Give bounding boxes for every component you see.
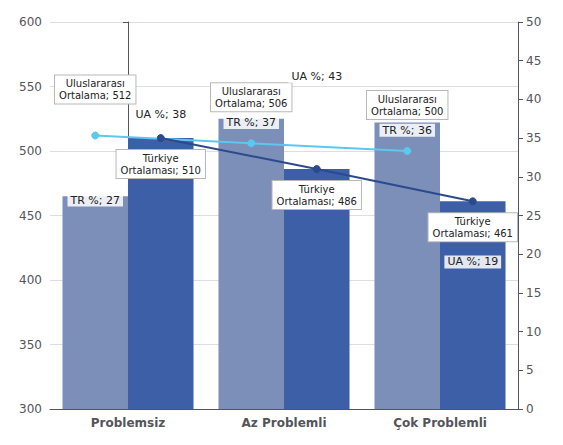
svg-text:25: 25 [526, 209, 541, 223]
svg-text:TR %; 27: TR %; 27 [69, 194, 120, 207]
svg-text:300: 300 [19, 402, 42, 416]
svg-text:TR %; 37: TR %; 37 [225, 116, 276, 129]
svg-text:30: 30 [526, 170, 541, 184]
svg-text:40: 40 [526, 92, 541, 106]
svg-text:Ortalaması; 461: Ortalaması; 461 [433, 228, 513, 239]
svg-text:10: 10 [526, 325, 541, 339]
svg-text:Ortalama; 506: Ortalama; 506 [215, 98, 287, 109]
svg-text:0: 0 [526, 402, 534, 416]
svg-text:Ortalama; 512: Ortalama; 512 [59, 90, 131, 101]
svg-text:15: 15 [526, 286, 541, 300]
svg-text:Problemsiz: Problemsiz [91, 416, 166, 430]
svg-text:Uluslararası: Uluslararası [378, 94, 437, 105]
svg-text:Az Problemli: Az Problemli [242, 416, 327, 430]
svg-text:45: 45 [526, 54, 541, 68]
svg-text:5: 5 [526, 363, 534, 377]
svg-text:UA %; 19: UA %; 19 [447, 255, 498, 268]
svg-text:Türkiye: Türkiye [142, 153, 179, 164]
svg-text:Çok Problemli: Çok Problemli [393, 416, 487, 430]
svg-text:500: 500 [19, 144, 42, 158]
svg-text:35: 35 [526, 131, 541, 145]
svg-text:350: 350 [19, 338, 42, 352]
svg-text:UA %; 43: UA %; 43 [291, 70, 342, 83]
svg-text:UA %; 38: UA %; 38 [135, 108, 186, 121]
svg-text:Ortalama; 500: Ortalama; 500 [371, 106, 443, 117]
svg-text:Ortalaması; 486: Ortalaması; 486 [277, 196, 357, 207]
svg-text:550: 550 [19, 80, 42, 94]
svg-text:Türkiye: Türkiye [298, 184, 335, 195]
svg-text:50: 50 [526, 15, 541, 29]
svg-text:Ortalaması; 510: Ortalaması; 510 [121, 165, 201, 176]
svg-text:Uluslararası: Uluslararası [66, 78, 125, 89]
svg-text:600: 600 [19, 15, 42, 29]
svg-text:400: 400 [19, 273, 42, 287]
svg-text:TR %; 36: TR %; 36 [381, 124, 432, 137]
svg-text:20: 20 [526, 247, 541, 261]
svg-text:Türkiye: Türkiye [454, 216, 491, 227]
svg-text:Uluslararası: Uluslararası [222, 86, 281, 97]
svg-text:450: 450 [19, 209, 42, 223]
